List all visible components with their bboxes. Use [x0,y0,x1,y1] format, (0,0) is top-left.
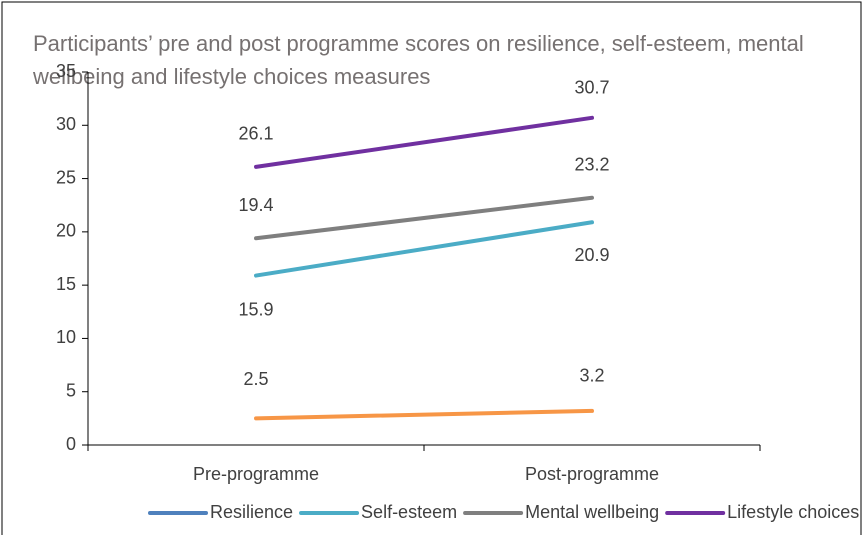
series-line [254,408,594,421]
data-label: 15.9 [238,299,273,319]
data-label: 19.4 [238,195,273,215]
chart-title: Participants’ pre and post programme sco… [32,31,804,89]
y-tick-label: 30 [56,114,76,134]
y-tick-label: 35 [56,61,76,81]
data-label: 23.2 [574,155,609,175]
title-line: Participants’ pre and post programme sco… [33,31,804,56]
data-label: 2.5 [243,369,268,389]
series-line [254,195,594,241]
y-tick-label: 5 [66,380,76,400]
data-label: 26.1 [238,124,273,144]
y-tick-label: 10 [56,327,76,347]
x-tick-label: Pre-programme [193,464,319,484]
y-tick-label: 0 [66,434,76,454]
legend-label: Self-esteem [361,502,457,522]
series-line [254,220,594,278]
title-line: wellbeing and lifestyle choices measures [32,64,430,89]
series-line [254,115,594,169]
data-label: 20.9 [574,245,609,265]
data-label: 3.2 [579,366,604,386]
data-label: 30.7 [574,78,609,98]
legend-label: Mental wellbeing [525,502,659,522]
y-tick-label: 25 [56,167,76,187]
legend-label: Lifestyle choices [727,502,859,522]
y-tick-label: 20 [56,221,76,241]
legend-label: Resilience [210,502,293,522]
y-tick-label: 15 [56,274,76,294]
x-tick-label: Post-programme [525,464,659,484]
